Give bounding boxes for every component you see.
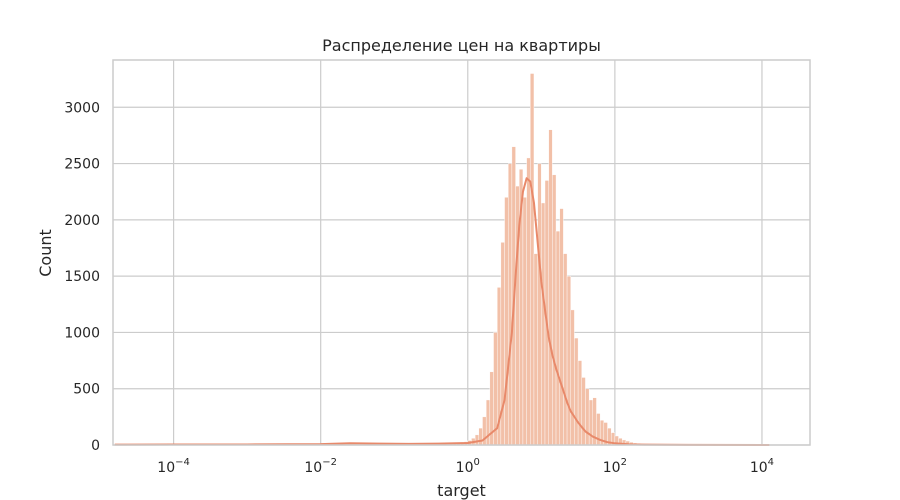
y-tick-label: 0	[91, 438, 100, 454]
x-tick-base: 10	[456, 460, 474, 476]
y-tick-label: 3000	[64, 100, 100, 116]
x-axis-label: target	[437, 481, 486, 500]
x-tick-exponent: −4	[175, 457, 190, 468]
histogram-bar	[541, 202, 546, 446]
x-tick-labels: 10−4 10−2 100 102 104	[157, 457, 774, 476]
histogram-bar	[530, 73, 535, 446]
x-tick-exponent: 0	[474, 457, 480, 468]
x-tick-exponent: 2	[621, 457, 627, 468]
x-tick-exponent: −2	[322, 457, 337, 468]
x-tick-base: 10	[304, 460, 322, 476]
histogram-bar	[526, 157, 531, 446]
plot-frame	[112, 59, 811, 446]
histogram-bar	[559, 208, 564, 446]
histogram-bar	[577, 360, 582, 446]
y-tick-label: 1500	[64, 269, 100, 285]
x-tick-exponent: 4	[768, 457, 774, 468]
y-tick-label: 1000	[64, 325, 100, 341]
grid-layer	[113, 60, 810, 446]
histogram-bar	[588, 399, 594, 446]
x-tick-label: 10−4	[157, 457, 190, 476]
x-tick-base: 10	[603, 460, 621, 476]
histogram-bar	[478, 427, 483, 446]
histogram-bar	[522, 197, 527, 446]
histogram-bar	[581, 377, 586, 446]
histogram-bar	[474, 434, 480, 446]
y-tick-label: 500	[73, 382, 100, 398]
y-tick-label: 2500	[64, 157, 100, 173]
histogram-bar	[552, 174, 557, 446]
x-tick-label: 102	[603, 457, 627, 476]
histogram-bar	[504, 197, 509, 446]
y-tick-label: 2000	[64, 213, 100, 229]
x-tick-base: 10	[750, 460, 768, 476]
histogram-bar	[537, 163, 542, 446]
x-tick-label: 100	[456, 457, 480, 476]
chart-title: Распределение цен на квартиры	[322, 36, 601, 55]
histogram-bar	[555, 230, 560, 446]
histogram-bar	[563, 253, 568, 446]
histogram-bar	[574, 337, 579, 446]
histogram-bar	[585, 388, 590, 446]
x-tick-base: 10	[157, 460, 175, 476]
kde-layer	[114, 177, 770, 446]
y-axis-label: Count	[36, 229, 55, 277]
x-tick-label: 104	[750, 457, 774, 476]
histogram-bar	[533, 253, 538, 446]
histogram-bar	[508, 163, 513, 446]
histogram-bar	[548, 129, 553, 446]
y-tick-labels: 0 500 1000 1500 2000 2500 3000	[64, 100, 100, 454]
histogram-bar	[566, 275, 571, 446]
x-tick-label: 10−2	[304, 457, 337, 476]
kde-line	[114, 177, 770, 446]
histogram-bar	[570, 309, 575, 446]
